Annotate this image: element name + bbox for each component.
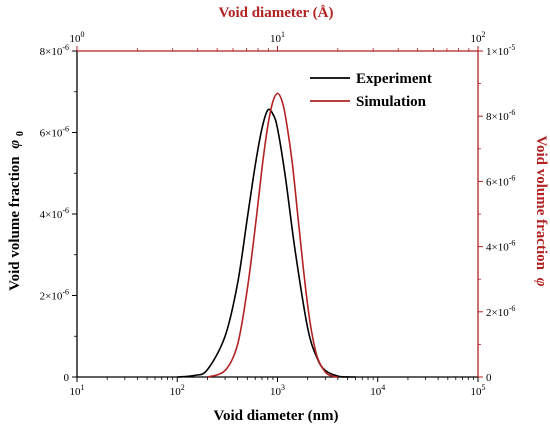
x-bottom-tick-label: 103	[270, 383, 285, 398]
y-axis-title-left-subscript: 0	[15, 131, 26, 136]
y-axis-title-right-symbol: φ	[533, 278, 549, 287]
y-axis-title-right: Void volume fraction φ	[533, 136, 549, 287]
x-axis-title-top: Void diameter (Å)	[219, 5, 334, 21]
y-right-tick-label: 2×10-6	[486, 304, 515, 319]
y-right-tick-label: 0	[486, 372, 492, 384]
legend-label-experiment: Experiment	[356, 71, 432, 87]
x-bottom-tick-label: 105	[471, 383, 486, 398]
ticks: 101 102 103 104 105 100 101 102 0 2×10-6 4×10-6 6×1…	[40, 30, 516, 398]
series-layer	[177, 92, 356, 378]
y-left-tick-label: 6×10-6	[40, 125, 69, 140]
series-line-experiment	[177, 108, 356, 378]
y-right-tick-label: 6×10-6	[486, 173, 515, 188]
y-left-tick-label: 8×10-6	[40, 43, 69, 58]
x-bottom-tick-label: 102	[170, 383, 185, 398]
y-left-tick-label: 2×10-6	[40, 288, 69, 303]
y-right-tick-label: 1×10-5	[486, 43, 515, 58]
legend: Experiment Simulation	[310, 71, 432, 110]
legend-label-simulation: Simulation	[356, 94, 427, 110]
y-axis-title-right-text: Void volume fraction	[533, 136, 549, 271]
y-axis-title-left: Void volume fraction φ 0	[7, 131, 26, 291]
y-left-tick-label: 0	[64, 372, 70, 384]
x-top-tick-label: 102	[471, 30, 486, 45]
y-right-tick-label: 4×10-6	[486, 239, 515, 254]
y-right-tick-label: 8×10-6	[486, 108, 515, 123]
y-left-tick-label: 4×10-6	[40, 206, 69, 221]
y-axis-title-left-text: Void volume fraction	[7, 156, 23, 291]
x-top-tick-label: 101	[270, 30, 285, 45]
x-bottom-tick-label: 101	[70, 383, 85, 398]
y-axis-title-left-symbol: φ	[7, 140, 23, 149]
x-bottom-tick-label: 104	[370, 383, 385, 398]
series-line-simulation	[207, 92, 338, 378]
x-top-tick-label: 100	[70, 30, 85, 45]
x-axis-title-bottom: Void diameter (nm)	[214, 408, 339, 424]
